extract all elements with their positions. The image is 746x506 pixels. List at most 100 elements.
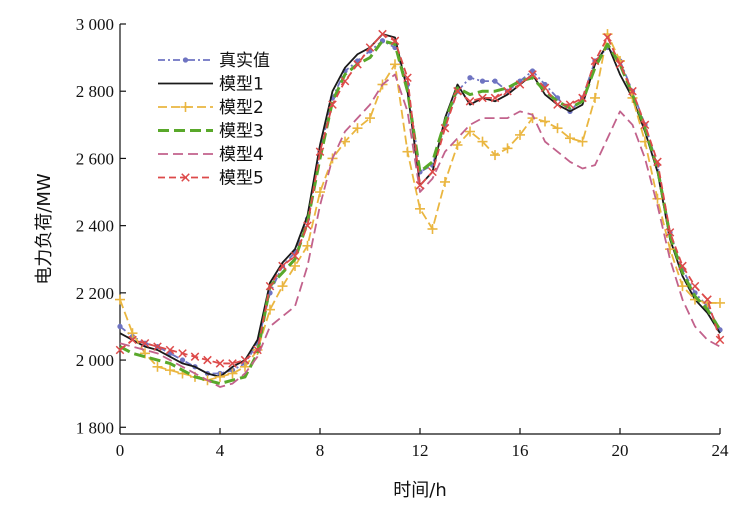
data-point (181, 173, 190, 182)
data-point (653, 157, 662, 167)
legend-label: 真实值 (219, 51, 270, 71)
data-point (440, 123, 450, 133)
x-axis-title: 时间/h (393, 480, 446, 501)
data-point (390, 36, 400, 46)
data-point (315, 147, 325, 156)
data-point (665, 244, 675, 255)
data-point (540, 83, 550, 93)
y-tick-label: 2 600 (76, 149, 114, 168)
data-point (552, 123, 563, 134)
data-point (540, 116, 550, 127)
data-point (140, 338, 150, 348)
plot-area: 0 4 8 12 16 20 24 1 800 2 000 2 200 2 400 2 600 2 8… (76, 15, 729, 460)
legend-label: 模型2 (219, 98, 264, 118)
legend-item: 模型4 (158, 145, 264, 165)
legend-label: 模型1 (219, 75, 264, 95)
data-point (203, 355, 212, 365)
data-point (615, 60, 625, 69)
x-tick-label: 8 (316, 441, 325, 460)
data-point (340, 76, 350, 86)
x-tick-label: 0 (116, 441, 125, 460)
data-point (490, 93, 500, 103)
series-model-2 (115, 29, 725, 386)
data-point (165, 345, 175, 355)
data-point (515, 80, 525, 89)
data-point (578, 93, 587, 103)
series-model-5 (115, 29, 725, 368)
x-tick-label: 20 (612, 441, 629, 460)
data-point (590, 56, 600, 66)
data-point (115, 345, 125, 355)
data-point (590, 92, 600, 103)
data-point (715, 335, 725, 345)
data-point (403, 73, 412, 83)
x-tick-label: 16 (512, 441, 529, 460)
data-point (479, 78, 486, 84)
data-point (353, 60, 362, 69)
y-tick-label: 2 200 (76, 284, 114, 303)
data-point (228, 359, 237, 368)
data-point (490, 150, 500, 161)
data-point (265, 281, 275, 291)
data-point (182, 57, 189, 63)
y-axis-title: 电力负荷/MW (34, 173, 55, 285)
data-point (553, 100, 562, 109)
x-tick-label: 12 (412, 441, 429, 460)
data-point (565, 133, 575, 144)
data-point (715, 297, 725, 308)
data-point (127, 328, 138, 339)
data-point (529, 68, 536, 74)
data-point (277, 281, 288, 292)
data-point (240, 361, 250, 372)
y-tick-label: 2 000 (76, 351, 114, 370)
data-point (492, 78, 498, 84)
data-point (227, 368, 238, 379)
data-point (378, 29, 387, 39)
data-point (515, 129, 525, 140)
data-point (690, 281, 700, 291)
data-point (140, 348, 150, 359)
legend-label: 模型3 (219, 122, 264, 142)
data-point (290, 251, 300, 261)
series-line (119, 73, 721, 388)
legend-item: 模型2 (158, 98, 264, 118)
legend-item: 模型3 (158, 122, 264, 142)
data-point (152, 361, 163, 372)
data-point (628, 86, 637, 96)
y-tick-label: 1 800 (76, 418, 114, 437)
data-point (365, 113, 375, 124)
data-point (115, 294, 125, 305)
data-point (428, 167, 437, 177)
data-point (415, 181, 425, 190)
data-point (117, 323, 123, 330)
data-point (165, 365, 175, 376)
data-point (665, 228, 675, 237)
data-point (477, 136, 488, 147)
data-point (640, 120, 650, 130)
data-point (415, 203, 425, 214)
data-point (153, 342, 162, 351)
data-point (290, 260, 300, 271)
data-point (265, 304, 275, 315)
data-point (652, 193, 663, 204)
data-point (365, 43, 375, 52)
data-point (178, 349, 187, 358)
data-point (352, 123, 363, 134)
legend-label: 模型4 (219, 145, 264, 165)
data-point (603, 33, 612, 42)
data-point (465, 97, 475, 106)
data-point (128, 335, 137, 345)
y-tick-label: 2 400 (76, 217, 114, 236)
data-point (467, 75, 473, 81)
data-point (179, 357, 186, 363)
x-axis-ticks: 0 4 8 12 16 20 24 (116, 428, 729, 460)
x-tick-label: 4 (216, 441, 225, 460)
data-point (452, 139, 463, 150)
y-axis-ticks: 1 800 2 000 2 200 2 400 2 600 2 800 3 000 (76, 15, 126, 437)
data-point (328, 100, 337, 109)
legend-item: 模型1 (158, 75, 264, 95)
legend-label: 模型5 (219, 169, 264, 189)
data-point (503, 86, 512, 96)
